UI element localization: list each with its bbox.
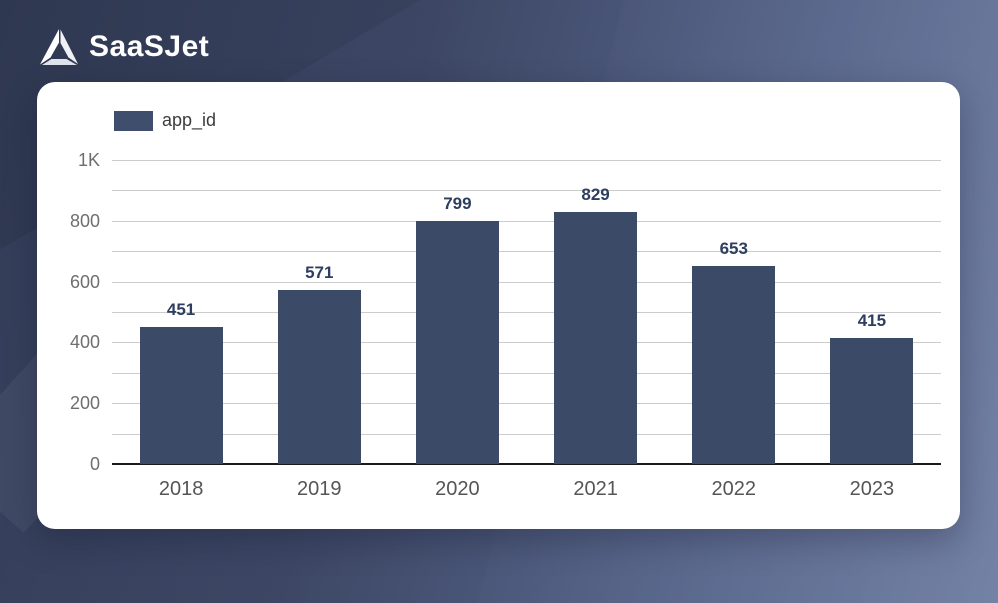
gridline-700 <box>112 251 941 253</box>
y-tick-label-600: 600 <box>69 271 100 292</box>
x-axis-line <box>112 463 941 465</box>
gridline-100 <box>112 433 941 435</box>
bar-value-label-2020: 799 <box>443 194 472 214</box>
y-tick-label-1K: 1K <box>77 150 100 170</box>
saasjet-triangle-icon <box>40 29 78 65</box>
gridline-1000 <box>112 160 941 161</box>
logo-text: SaaSJet <box>89 30 210 63</box>
bar-value-label-2018: 451 <box>166 299 196 319</box>
x-tick-label-2023: 2023 <box>849 478 895 500</box>
y-tick-label-200: 200 <box>69 393 100 414</box>
bar-group-2023: 415 <box>830 160 914 464</box>
x-tick-label-2020: 2020 <box>435 478 480 500</box>
bar-group-2021: 829 <box>554 160 638 464</box>
bar-group-2019: 571 <box>277 160 361 464</box>
gridline-200 <box>112 403 941 405</box>
legend-label: app_id <box>162 110 217 130</box>
bar-2021[interactable] <box>554 211 638 464</box>
x-tick-label-2022: 2022 <box>711 478 756 500</box>
bar-group-2020: 799 <box>415 160 499 464</box>
gridline-600 <box>112 281 941 283</box>
gridline-400 <box>112 342 941 344</box>
chart-legend[interactable]: app_id <box>114 110 216 131</box>
bar-2023[interactable] <box>830 337 914 464</box>
plot-area: 451 571 799 829 653 415 <box>112 160 941 465</box>
gridline-300 <box>112 372 941 374</box>
bar-group-2022: 653 <box>692 160 776 464</box>
bar-value-label-2021: 829 <box>581 184 610 204</box>
chart-card: app_id 0 200 400 600 800 1K 451 571 799 829 653 41… <box>37 82 960 529</box>
x-tick-label-2019: 2019 <box>296 478 342 500</box>
gridline-500 <box>112 312 941 313</box>
bar-2019[interactable] <box>277 290 361 464</box>
x-tick-label-2018: 2018 <box>158 478 204 500</box>
gridline-800 <box>112 220 941 222</box>
gridline-900 <box>112 190 941 192</box>
bar-2020[interactable] <box>415 221 499 464</box>
bar-group-2018: 451 <box>139 160 223 464</box>
bar-2022[interactable] <box>692 265 776 464</box>
bar-value-label-2023: 415 <box>857 310 887 330</box>
bar-2018[interactable] <box>139 326 223 464</box>
y-tick-label-0: 0 <box>89 454 100 474</box>
bar-value-label-2022: 653 <box>719 238 748 258</box>
y-tick-label-800: 800 <box>69 210 100 231</box>
legend-swatch <box>114 110 153 131</box>
bar-value-label-2019: 571 <box>305 263 334 283</box>
x-tick-label-2021: 2021 <box>573 478 618 500</box>
saasjet-logo: SaaSJet <box>38 28 209 66</box>
y-tick-label-400: 400 <box>69 332 100 353</box>
